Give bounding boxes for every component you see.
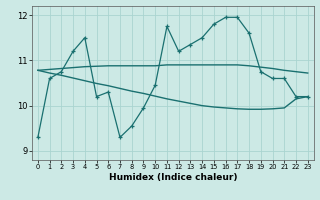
X-axis label: Humidex (Indice chaleur): Humidex (Indice chaleur) (108, 173, 237, 182)
